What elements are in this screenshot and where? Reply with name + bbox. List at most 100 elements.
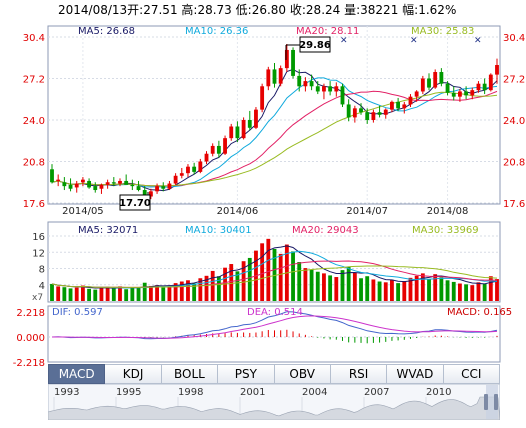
candle-body — [74, 183, 79, 188]
candle-body — [346, 104, 351, 118]
volume-bar — [229, 264, 234, 301]
candle-body — [291, 49, 295, 76]
volume-bar — [204, 275, 209, 301]
tab-kdj[interactable]: KDJ — [105, 364, 162, 384]
min-annotation-box — [119, 194, 151, 211]
volume-bar — [495, 279, 499, 301]
candle-body — [371, 112, 376, 120]
volume-bar — [118, 286, 122, 301]
legend-vol-ma5: MA5: 32071 — [78, 225, 138, 236]
legend-macd: MACD: 0.165 — [447, 307, 512, 318]
indicator-tabs: MACD KDJ BOLL PSY OBV RSI WVAD CCI — [48, 364, 500, 384]
volume-bar — [303, 268, 308, 301]
volume-bar — [414, 275, 419, 301]
range-handle-left[interactable] — [484, 394, 488, 410]
price-tick-right: 20.8 — [503, 158, 525, 169]
volume-bar — [111, 288, 116, 301]
volume-bar — [247, 257, 252, 301]
range-year-label: 2004 — [302, 387, 327, 398]
candle-body — [142, 190, 147, 197]
candle-body — [278, 68, 283, 84]
volume-bar — [155, 285, 159, 301]
volume-bar — [470, 285, 475, 301]
legend-ma5: MA5: 26.68 — [78, 26, 135, 37]
tab-obv[interactable]: OBV — [274, 364, 331, 384]
volume-bar — [74, 287, 79, 301]
volume-bar — [390, 279, 394, 301]
tab-psy[interactable]: PSY — [218, 364, 275, 384]
price-tick-right: 27.2 — [503, 75, 525, 86]
price-tick-right: 30.4 — [503, 33, 525, 44]
volume-bar — [50, 283, 54, 301]
volume-bar — [352, 272, 357, 301]
candle-body — [179, 173, 184, 176]
price-panel: 30.4 27.2 24.0 20.8 17.6 30.4 27.2 24.0 20.8 17.… — [23, 25, 525, 217]
volume-bar — [309, 269, 314, 301]
candle-body — [476, 83, 481, 91]
quote-date: 2014/08/13 — [58, 3, 128, 17]
volume-bar — [291, 251, 295, 301]
candle-body — [50, 169, 54, 183]
tab-rsi[interactable]: RSI — [330, 364, 388, 384]
volume-tick: 4 — [39, 281, 45, 292]
candle-body — [186, 166, 190, 174]
volume-bar — [488, 276, 493, 301]
volume-bar — [476, 282, 481, 301]
legend-dea: DEA: 0.514 — [247, 307, 303, 318]
tab-boll[interactable]: BOLL — [161, 364, 219, 384]
candle-body — [192, 166, 197, 172]
tab-macd[interactable]: MACD — [48, 364, 106, 384]
volume-bar — [266, 238, 271, 301]
candle-body — [488, 74, 493, 91]
candle-body — [266, 69, 271, 87]
range-history-area — [48, 396, 500, 420]
candle-body — [402, 104, 407, 109]
history-range-navigator[interactable]: 1993 1995 1998 2001 2004 2007 2010 — [48, 384, 500, 420]
volume-bar — [328, 275, 333, 301]
volume-bar — [198, 278, 203, 301]
close-label: 收: — [289, 3, 306, 17]
volume-panel: 16 12 8 4 x7 MA5: 32071 MA10: 30401 MA20: 2… — [32, 221, 501, 303]
candle-body — [118, 180, 122, 184]
tab-wvad[interactable]: WVAD — [387, 364, 444, 384]
candle-body — [111, 182, 116, 184]
volume-bar — [439, 277, 444, 301]
candle-body — [315, 86, 320, 92]
volume-bar — [315, 271, 320, 301]
volume-bar — [445, 280, 450, 301]
min-annotation-label: 17.70 — [119, 198, 151, 209]
macd-tick: 2.218 — [16, 308, 45, 319]
volume-bar — [458, 283, 462, 301]
dea-line — [52, 315, 498, 339]
candle-body — [284, 49, 289, 69]
candle-body — [340, 86, 345, 105]
candle-body — [229, 126, 234, 139]
legend-vol-ma30: MA30: 33969 — [412, 225, 479, 236]
candle-body — [359, 108, 363, 113]
range-handle-right[interactable] — [494, 394, 498, 410]
candle-body — [148, 191, 153, 197]
change-value: 1.62% — [418, 3, 457, 17]
candle-body — [124, 180, 129, 185]
candle-body — [451, 92, 456, 97]
volume-bar — [371, 279, 376, 301]
candle-body — [408, 96, 413, 105]
volume-bar — [210, 270, 215, 301]
date-tick-label: 2014/07 — [346, 206, 388, 217]
volume-bar — [408, 277, 413, 301]
candle-body — [328, 86, 333, 92]
candle-body — [216, 145, 221, 154]
price-tick-left: 17.6 — [23, 199, 45, 210]
marker-icon: ✕ — [410, 36, 418, 46]
legend-vol-ma20: MA20: 29043 — [292, 225, 359, 236]
tab-cci[interactable]: CCI — [443, 364, 500, 384]
volume-bar — [68, 288, 73, 301]
candle-body — [297, 75, 302, 87]
macd-panel: 2.218 0.000 -2.218 DIF: 0.597 DEA: 0.514 M… — [13, 305, 512, 369]
volume-ma10-line — [51, 250, 498, 289]
legend-ma20: MA20: 28.11 — [296, 26, 359, 37]
range-year-label: 1998 — [178, 387, 203, 398]
candle-body — [309, 81, 314, 87]
macd-tick: 0.000 — [16, 333, 45, 344]
